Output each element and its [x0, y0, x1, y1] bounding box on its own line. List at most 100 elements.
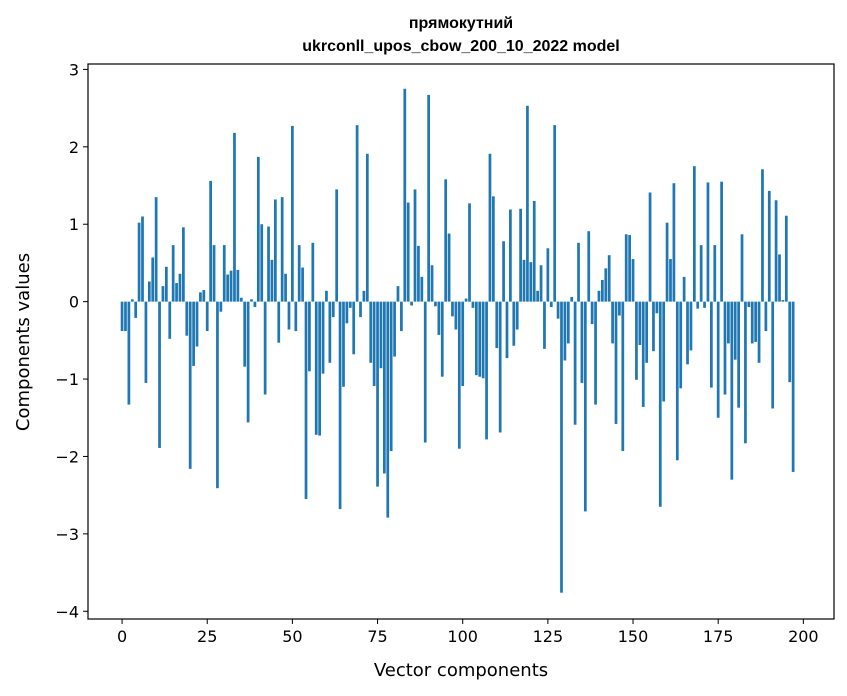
bar-171 — [703, 301, 706, 308]
bar-3 — [130, 299, 134, 302]
bar-170 — [699, 245, 703, 302]
bar-95 — [444, 179, 448, 302]
bar-157 — [655, 301, 659, 314]
bar-101 — [464, 298, 468, 302]
bar-141 — [601, 279, 604, 302]
chart-title: прямокутний — [409, 15, 513, 32]
bar-133 — [573, 301, 577, 425]
x-tick-label: 50 — [282, 627, 302, 646]
y-tick-label: −2 — [55, 447, 79, 466]
bar-159 — [662, 301, 666, 402]
bar-5 — [137, 222, 141, 302]
bar-102 — [468, 203, 471, 302]
bar-143 — [607, 255, 611, 302]
bar-4 — [134, 301, 138, 318]
bar-85 — [410, 301, 413, 306]
bar-72 — [365, 153, 369, 302]
bar-66 — [345, 301, 349, 324]
bar-39 — [253, 301, 257, 308]
bar-73 — [369, 301, 373, 363]
bar-160 — [665, 222, 669, 302]
bar-80 — [393, 301, 396, 357]
bar-196 — [788, 301, 792, 383]
bar-112 — [502, 241, 505, 302]
bar-150 — [631, 259, 635, 302]
bar-155 — [648, 192, 652, 302]
bar-43 — [267, 226, 270, 302]
bar-97 — [451, 301, 454, 317]
bar-81 — [396, 286, 400, 302]
bar-162 — [672, 183, 676, 302]
bar-179 — [730, 301, 734, 480]
bar-126 — [549, 301, 553, 308]
bar-137 — [587, 231, 591, 302]
bar-31 — [226, 274, 230, 302]
bar-91 — [430, 265, 434, 302]
bar-76 — [379, 301, 383, 369]
bar-129 — [560, 301, 563, 593]
bar-63 — [335, 189, 339, 302]
bar-96 — [447, 233, 451, 302]
bar-88 — [420, 276, 424, 302]
bar-149 — [628, 235, 631, 302]
bar-188 — [761, 169, 764, 302]
bar-147 — [621, 301, 625, 452]
x-tick-label: 150 — [618, 627, 649, 646]
x-axis-label: Vector components — [374, 660, 548, 681]
y-axis-ticks: −4 −3 −2 −1 0 1 2 3 — [55, 60, 88, 621]
bar-120 — [529, 262, 533, 302]
bar-0 — [120, 301, 124, 332]
bar-62 — [331, 301, 335, 318]
bar-90 — [427, 94, 431, 302]
bar-119 — [526, 105, 529, 302]
bar-93 — [437, 301, 441, 335]
bar-65 — [342, 301, 345, 387]
bar-168 — [692, 166, 696, 302]
bar-23 — [199, 292, 202, 302]
bar-32 — [229, 270, 233, 302]
bar-146 — [618, 301, 621, 316]
bar-111 — [498, 301, 502, 433]
bar-116 — [515, 301, 519, 330]
bar-128 — [556, 301, 560, 319]
bar-50 — [291, 125, 294, 302]
bar-164 — [679, 301, 683, 389]
bar-13 — [164, 266, 168, 302]
bar-41 — [260, 224, 264, 302]
bar-71 — [362, 290, 366, 302]
bar-130 — [563, 301, 567, 361]
bar-79 — [389, 301, 393, 452]
bar-8 — [147, 281, 151, 302]
bar-174 — [713, 245, 717, 302]
bar-187 — [757, 301, 761, 363]
x-tick-label: 25 — [197, 627, 217, 646]
bar-191 — [771, 301, 775, 409]
bar-42 — [263, 301, 267, 395]
bar-113 — [505, 301, 509, 359]
bar-169 — [696, 301, 700, 309]
bar-15 — [171, 245, 175, 302]
bar-56 — [311, 242, 315, 302]
x-tick-label: 0 — [117, 627, 127, 646]
bar-189 — [764, 301, 768, 332]
bar-121 — [532, 201, 536, 302]
bar-9 — [151, 257, 155, 302]
bar-59 — [321, 301, 325, 374]
bar-19 — [185, 301, 189, 336]
bar-100 — [461, 301, 465, 387]
bar-127 — [553, 125, 557, 302]
bar-139 — [594, 301, 597, 405]
bar-29 — [219, 301, 223, 312]
bar-182 — [740, 234, 744, 302]
y-tick-label: 3 — [69, 60, 79, 79]
y-tick-label: 1 — [69, 215, 79, 234]
bar-40 — [256, 156, 260, 302]
bar-118 — [522, 259, 526, 302]
bar-108 — [488, 153, 492, 302]
y-tick-label: −3 — [55, 525, 79, 544]
bar-49 — [287, 301, 291, 330]
bar-115 — [512, 301, 516, 346]
bar-186 — [754, 301, 758, 342]
plot-frame — [87, 63, 835, 620]
bar-78 — [386, 301, 390, 518]
